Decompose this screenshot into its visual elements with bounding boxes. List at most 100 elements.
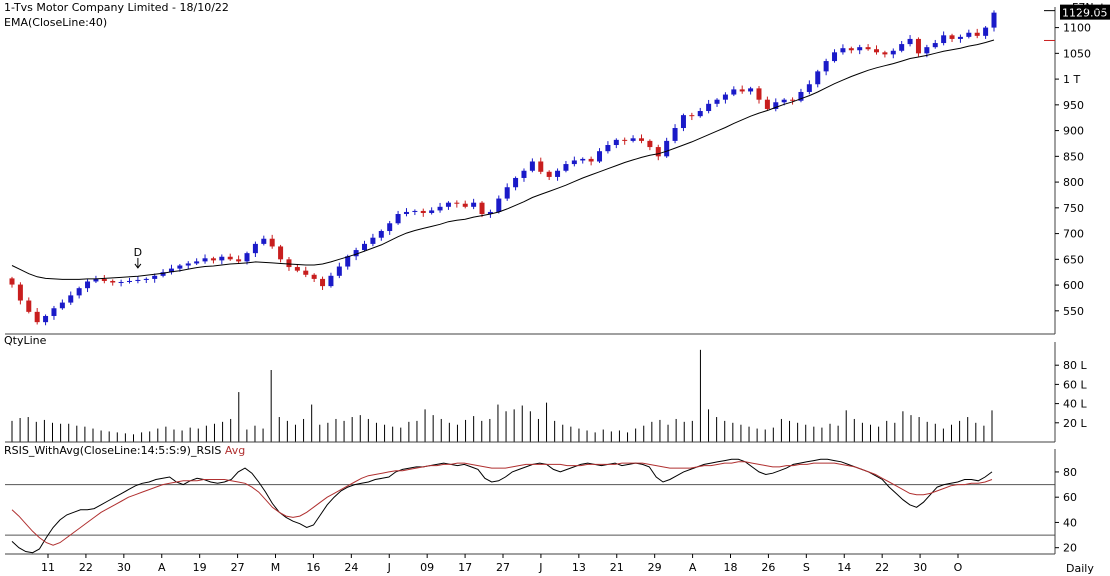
volume-ytick-label: 40 L: [1063, 398, 1087, 411]
candle-body: [630, 138, 636, 141]
candle-body: [588, 158, 594, 162]
candle-body: [546, 171, 552, 177]
candle-body: [17, 284, 23, 301]
candle-body: [118, 281, 124, 283]
candle-body: [135, 279, 141, 281]
candle-body: [244, 253, 250, 262]
candle-body: [739, 89, 745, 92]
price-ytick-label: 600: [1063, 279, 1084, 292]
volume-ytick-label: 80 L: [1063, 359, 1087, 372]
candle-body: [320, 278, 326, 287]
x-tick-label: 21: [610, 561, 624, 574]
candle-body: [756, 88, 762, 100]
candle-body: [328, 275, 334, 287]
candle-body: [563, 164, 569, 171]
candle-body: [420, 210, 426, 213]
candle-body: [521, 170, 527, 178]
candle-body: [93, 278, 99, 282]
x-axis-label: Daily: [1066, 562, 1094, 575]
x-tick-label: 09: [420, 561, 434, 574]
price-ytick-label: 750: [1063, 202, 1084, 215]
price-ytick-label: 700: [1063, 228, 1084, 241]
candle-body: [471, 202, 477, 207]
price-ytick-label: 550: [1063, 305, 1084, 318]
rsi-avg-line: [11, 461, 993, 546]
candle-body: [899, 44, 905, 51]
candle-body: [672, 128, 678, 141]
chart-title: 1-Tvs Motor Company Limited - 18/10/22: [4, 1, 229, 14]
rsi-title: RSIS_WithAvg(CloseLine:14:5:S:9)_RSIS Av…: [4, 444, 246, 457]
candle-body: [362, 243, 368, 251]
candle-body: [597, 151, 603, 162]
candle-body: [43, 315, 49, 323]
candle-body: [655, 147, 661, 157]
x-tick-label: A: [158, 561, 166, 574]
candle-body: [261, 238, 267, 244]
candle-body: [219, 256, 225, 261]
candle-body: [303, 270, 309, 275]
x-tick-label: S: [803, 561, 810, 574]
candle-body: [311, 274, 317, 279]
candle-body: [949, 35, 955, 39]
panel-frames: [5, 7, 1056, 555]
candle-body: [496, 198, 502, 212]
candle-body: [387, 223, 393, 232]
axes: 550 600 650 700 750 800 850 900 950 1 T 1050 1100 11…: [41, 4, 1110, 574]
candle-body: [924, 47, 930, 54]
candle-body: [101, 278, 107, 281]
candle-body: [983, 27, 989, 36]
candle-body: [378, 231, 384, 238]
candle-body: [34, 311, 40, 323]
x-tick-label: 19: [193, 561, 207, 574]
rsi-ytick-label: 20: [1063, 542, 1077, 555]
annotation-arrow-head: [134, 263, 142, 269]
candle-body: [529, 161, 535, 171]
candle-body: [370, 237, 376, 244]
price-ytick-label: 850: [1063, 150, 1084, 163]
rsi-ytick-label: 40: [1063, 516, 1077, 529]
candle-body: [252, 243, 258, 254]
price-ytick-label: 900: [1063, 125, 1084, 138]
x-tick-label: 22: [875, 561, 889, 574]
candle-body: [605, 145, 611, 152]
candle-body: [823, 61, 829, 72]
candle-body: [345, 256, 351, 267]
volume-panel: [11, 349, 993, 442]
candle-body: [613, 139, 619, 146]
candle-body: [714, 99, 720, 104]
x-tick-label: 11: [41, 561, 55, 574]
candle-body: [286, 259, 292, 268]
candle-body: [160, 272, 166, 276]
candle-body: [445, 202, 451, 207]
volume-ytick-label: 20 L: [1063, 417, 1087, 430]
x-tick-label: 18: [724, 561, 738, 574]
candle-body: [454, 202, 460, 204]
candle-body: [873, 49, 879, 53]
candle-body: [336, 266, 342, 276]
rsi-ytick-label: 80: [1063, 466, 1077, 479]
candle-body: [504, 187, 510, 199]
candle-body: [571, 160, 577, 165]
candle-body: [177, 265, 183, 269]
candle-body: [932, 43, 938, 48]
candle-body: [773, 102, 779, 109]
x-tick-label: O: [954, 561, 963, 574]
candle-body: [941, 35, 947, 44]
candle-body: [152, 275, 158, 279]
candle-body: [790, 99, 796, 101]
candle-body: [748, 88, 754, 92]
candle-body: [832, 52, 838, 62]
last-price-label: 1129.05: [1062, 7, 1108, 20]
candle-body: [143, 278, 149, 280]
volume-title: QtyLine: [4, 334, 47, 347]
ema-line: [11, 39, 995, 280]
candle-body: [227, 256, 233, 260]
candle-body: [622, 139, 628, 141]
candle-body: [487, 211, 493, 215]
price-ytick-label: 950: [1063, 99, 1084, 112]
candle-body: [722, 94, 728, 100]
candle-body: [353, 250, 359, 257]
candle-body: [806, 84, 812, 92]
price-ytick-label: 1 T: [1063, 73, 1080, 86]
